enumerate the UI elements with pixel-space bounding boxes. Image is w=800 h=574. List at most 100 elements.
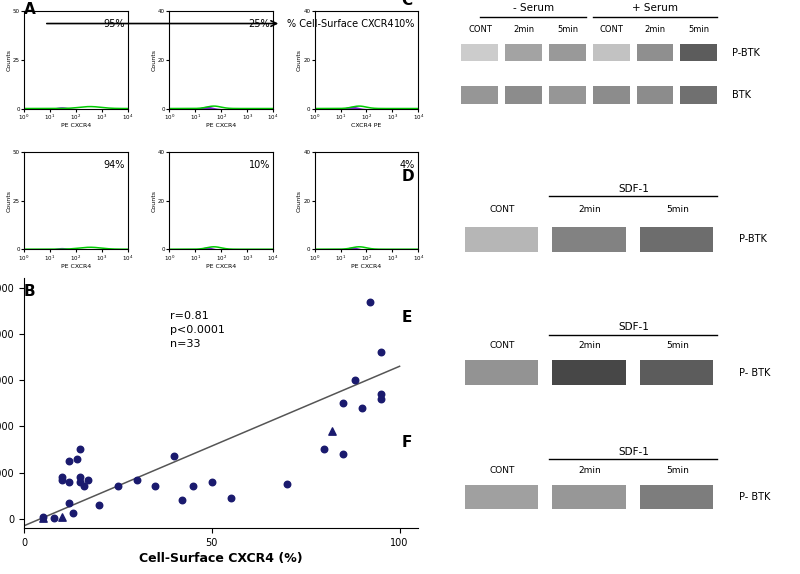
Text: CONT: CONT [600,25,623,34]
Point [55,475,68,484]
Text: r=0.81
p<0.0001
n=33: r=0.81 p<0.0001 n=33 [170,311,225,349]
Point [55,513,68,522]
Y-axis label: Counts: Counts [297,189,302,212]
Bar [552,227,626,251]
Text: P- BTK: P- BTK [738,492,770,502]
X-axis label: Cell-Surface CXCR4 (%): Cell-Surface CXCR4 (%) [139,552,303,565]
Text: P- BTK: P- BTK [738,367,770,378]
Text: 2min: 2min [578,466,601,475]
Text: B: B [24,284,36,298]
Text: CONT: CONT [490,342,515,350]
Text: 5min: 5min [666,466,689,475]
Y-axis label: Counts: Counts [297,49,302,71]
Bar [680,86,717,104]
Text: 2min: 2min [645,25,666,34]
Text: P-BTK: P-BTK [732,48,759,57]
Text: P-BTK: P-BTK [738,234,766,244]
Text: E: E [402,310,412,325]
Text: 5min: 5min [666,342,689,350]
Y-axis label: Counts: Counts [152,189,157,212]
Point [74,472,86,482]
X-axis label: PE CXCR4: PE CXCR4 [206,264,236,269]
Text: CONT: CONT [490,205,515,214]
Point [175,496,188,505]
Point [281,479,294,488]
Point [55,472,68,482]
Point [149,482,162,491]
Text: 4%: 4% [400,160,415,170]
Bar [593,86,630,104]
Point [348,375,361,385]
X-axis label: CXCR4 PE: CXCR4 PE [351,123,382,129]
Text: F: F [402,435,412,449]
Point [74,445,86,454]
X-axis label: PE CXCR4: PE CXCR4 [206,123,236,129]
Text: 95%: 95% [103,20,125,29]
Point [130,475,143,484]
Point [66,509,79,518]
Text: 10%: 10% [394,20,415,29]
Point [374,348,387,357]
Text: BTK: BTK [732,90,750,100]
Text: A: A [24,2,36,17]
Point [326,426,338,436]
Bar [593,44,630,61]
Bar [639,227,713,251]
Text: 5min: 5min [558,25,578,34]
Text: 94%: 94% [103,160,125,170]
Point [206,477,218,486]
Y-axis label: Counts: Counts [152,49,157,71]
Y-axis label: Counts: Counts [6,49,11,71]
Point [374,394,387,404]
Point [70,454,83,463]
Bar [637,44,674,61]
Bar [552,485,626,509]
Text: SDF-1: SDF-1 [618,184,649,194]
Bar [465,485,538,509]
Point [48,514,61,523]
Text: 25%: 25% [248,20,270,29]
Point [93,501,106,510]
Text: 2min: 2min [578,342,601,350]
Text: 2min: 2min [514,25,534,34]
Point [78,482,90,491]
Point [363,297,376,306]
Point [36,513,49,522]
Point [318,445,331,454]
Bar [462,44,498,61]
Text: 5min: 5min [666,205,689,214]
Bar [465,227,538,251]
Bar [549,86,586,104]
Text: 10%: 10% [249,160,270,170]
Point [36,513,49,522]
Point [111,482,124,491]
Bar [637,86,674,104]
Bar [680,44,717,61]
Bar [552,359,626,386]
Text: 2min: 2min [578,205,601,214]
Point [82,475,94,484]
Text: D: D [402,169,414,184]
X-axis label: PE CXCR4: PE CXCR4 [61,123,91,129]
Bar [639,359,713,386]
Y-axis label: Counts: Counts [6,189,11,212]
Text: 5min: 5min [689,25,710,34]
Point [374,389,387,398]
Point [74,477,86,486]
Point [337,449,350,459]
Text: - Serum: - Serum [513,3,554,13]
Text: CONT: CONT [490,466,515,475]
X-axis label: PE CXCR4: PE CXCR4 [61,264,91,269]
Text: C: C [402,0,413,8]
Text: + Serum: + Serum [632,3,678,13]
Bar [462,86,498,104]
Bar [506,44,542,61]
Point [62,477,75,486]
Point [337,399,350,408]
Text: SDF-1: SDF-1 [618,447,649,457]
Point [168,452,181,461]
Point [186,482,199,491]
Bar [506,86,542,104]
Point [62,498,75,507]
Point [224,494,237,503]
